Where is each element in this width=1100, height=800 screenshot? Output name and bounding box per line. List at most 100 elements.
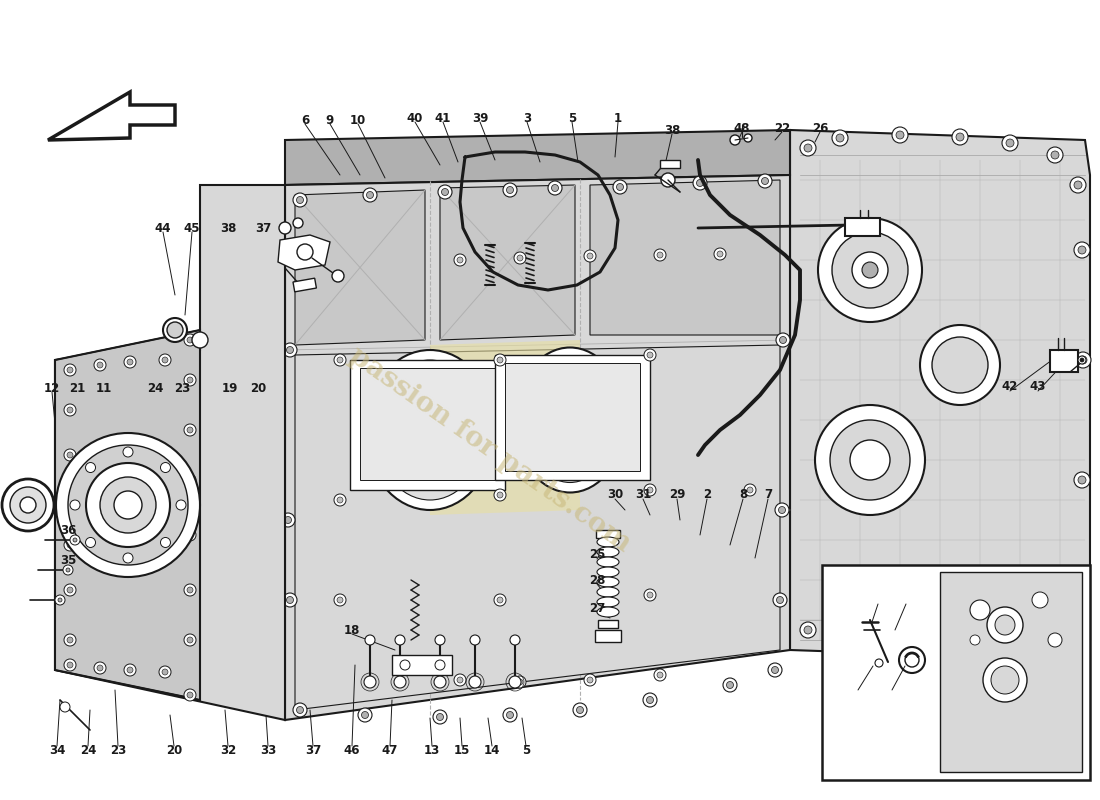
Text: 40: 40 xyxy=(870,594,887,606)
Circle shape xyxy=(717,251,723,257)
Circle shape xyxy=(514,676,526,688)
Ellipse shape xyxy=(515,347,625,493)
Circle shape xyxy=(187,337,192,343)
Polygon shape xyxy=(278,235,330,270)
Text: 13: 13 xyxy=(424,743,440,757)
Circle shape xyxy=(1002,135,1018,151)
Circle shape xyxy=(1075,352,1091,368)
Circle shape xyxy=(1074,242,1090,258)
Circle shape xyxy=(64,364,76,376)
Circle shape xyxy=(548,181,562,195)
Text: 5: 5 xyxy=(568,111,576,125)
Polygon shape xyxy=(285,175,790,720)
Text: 46: 46 xyxy=(343,743,361,757)
Ellipse shape xyxy=(597,577,619,587)
Circle shape xyxy=(747,487,754,493)
Circle shape xyxy=(454,674,466,686)
Circle shape xyxy=(991,666,1019,694)
Circle shape xyxy=(394,676,406,688)
Circle shape xyxy=(815,405,925,515)
Polygon shape xyxy=(790,130,1090,660)
Circle shape xyxy=(176,500,186,510)
Circle shape xyxy=(358,708,372,722)
Circle shape xyxy=(647,697,653,703)
Circle shape xyxy=(494,489,506,501)
Text: 41: 41 xyxy=(898,594,914,606)
Text: 3: 3 xyxy=(522,111,531,125)
Circle shape xyxy=(1080,358,1084,362)
Circle shape xyxy=(187,427,192,433)
Circle shape xyxy=(905,653,918,667)
Circle shape xyxy=(1056,634,1064,642)
Circle shape xyxy=(506,186,514,194)
Bar xyxy=(598,620,618,628)
Circle shape xyxy=(160,354,170,366)
Text: 17: 17 xyxy=(884,679,900,693)
Circle shape xyxy=(337,497,343,503)
Circle shape xyxy=(67,542,73,548)
Circle shape xyxy=(283,343,297,357)
Text: 42: 42 xyxy=(1002,381,1019,394)
Circle shape xyxy=(661,173,675,187)
Circle shape xyxy=(297,244,313,260)
Circle shape xyxy=(67,407,73,413)
Ellipse shape xyxy=(597,587,619,597)
Bar xyxy=(1050,350,1078,372)
Circle shape xyxy=(184,374,196,386)
Text: 16: 16 xyxy=(850,679,866,693)
Text: 23: 23 xyxy=(174,382,190,394)
Polygon shape xyxy=(48,92,175,140)
Circle shape xyxy=(286,597,294,603)
Text: 34: 34 xyxy=(48,743,65,757)
Text: 24: 24 xyxy=(146,382,163,394)
Circle shape xyxy=(438,185,452,199)
Ellipse shape xyxy=(597,537,619,547)
Circle shape xyxy=(64,659,76,671)
Circle shape xyxy=(400,660,410,670)
Polygon shape xyxy=(590,180,780,335)
Circle shape xyxy=(1074,472,1090,488)
Circle shape xyxy=(56,433,200,577)
Circle shape xyxy=(279,222,292,234)
Circle shape xyxy=(70,535,80,545)
Bar xyxy=(392,655,452,675)
Ellipse shape xyxy=(597,597,619,607)
Circle shape xyxy=(970,635,980,645)
Circle shape xyxy=(818,218,922,322)
Text: 18: 18 xyxy=(344,623,360,637)
Circle shape xyxy=(832,130,848,146)
Circle shape xyxy=(1078,356,1086,364)
Circle shape xyxy=(334,594,346,606)
Circle shape xyxy=(616,183,624,190)
Polygon shape xyxy=(430,340,580,515)
Circle shape xyxy=(644,349,656,361)
Text: 20: 20 xyxy=(250,382,266,394)
Circle shape xyxy=(67,587,73,593)
Circle shape xyxy=(1078,476,1086,484)
Circle shape xyxy=(1006,644,1014,652)
Circle shape xyxy=(184,634,196,646)
Circle shape xyxy=(86,538,96,547)
Text: 23: 23 xyxy=(110,743,126,757)
Text: 31: 31 xyxy=(635,489,651,502)
Circle shape xyxy=(162,357,168,363)
Circle shape xyxy=(332,270,344,282)
Circle shape xyxy=(1070,592,1086,608)
Circle shape xyxy=(441,189,449,195)
Text: 40: 40 xyxy=(407,111,424,125)
Circle shape xyxy=(184,529,196,541)
Circle shape xyxy=(162,669,168,675)
Circle shape xyxy=(297,706,304,714)
Circle shape xyxy=(970,600,990,620)
Circle shape xyxy=(517,679,522,685)
Circle shape xyxy=(123,447,133,457)
Circle shape xyxy=(647,487,653,493)
Circle shape xyxy=(776,333,790,347)
Circle shape xyxy=(836,134,844,142)
Circle shape xyxy=(55,595,65,605)
Circle shape xyxy=(654,669,666,681)
Circle shape xyxy=(192,332,208,348)
Circle shape xyxy=(184,424,196,436)
Text: 6: 6 xyxy=(301,114,309,126)
Circle shape xyxy=(395,635,405,645)
